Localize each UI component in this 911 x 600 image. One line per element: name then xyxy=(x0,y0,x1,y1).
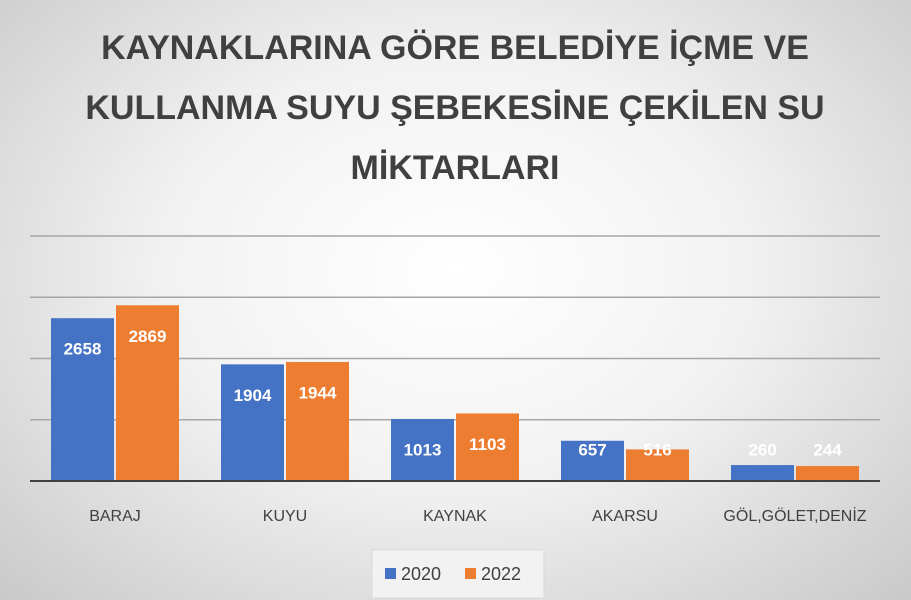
x-tick-label: KAYNAK xyxy=(423,508,487,525)
data-label: 1904 xyxy=(234,386,272,405)
data-label: 2658 xyxy=(64,340,102,359)
x-tick-label: KUYU xyxy=(263,508,307,525)
data-label: 260 xyxy=(748,440,776,459)
data-label: 1103 xyxy=(469,435,506,454)
data-label: 1944 xyxy=(299,383,337,402)
bar xyxy=(221,364,284,481)
bar xyxy=(731,465,794,481)
x-tick-label: AKARSU xyxy=(592,508,658,525)
legend-label: 2020 xyxy=(401,564,441,584)
data-label: 244 xyxy=(813,440,842,459)
bar xyxy=(116,305,179,481)
chart-title: KAYNAKLARINA GÖRE BELEDİYE İÇME VE KULLA… xyxy=(85,29,825,187)
bar xyxy=(391,418,454,481)
x-tick-label: GÖL,GÖLET,DENİZ xyxy=(723,506,866,525)
bar xyxy=(561,440,624,481)
data-label: 1013 xyxy=(404,440,442,459)
legend-box xyxy=(371,549,545,599)
legend-label: 2022 xyxy=(481,564,521,584)
bar xyxy=(626,449,689,481)
x-tick-label: BARAJ xyxy=(89,508,141,525)
legend-swatch xyxy=(465,568,476,579)
data-label: 2869 xyxy=(129,327,167,346)
data-label: 516 xyxy=(643,440,671,459)
bar xyxy=(51,318,114,481)
bar xyxy=(286,361,349,481)
data-label: 657 xyxy=(578,440,606,459)
legend-swatch xyxy=(385,568,396,579)
bar xyxy=(456,413,519,481)
bar xyxy=(796,466,859,481)
